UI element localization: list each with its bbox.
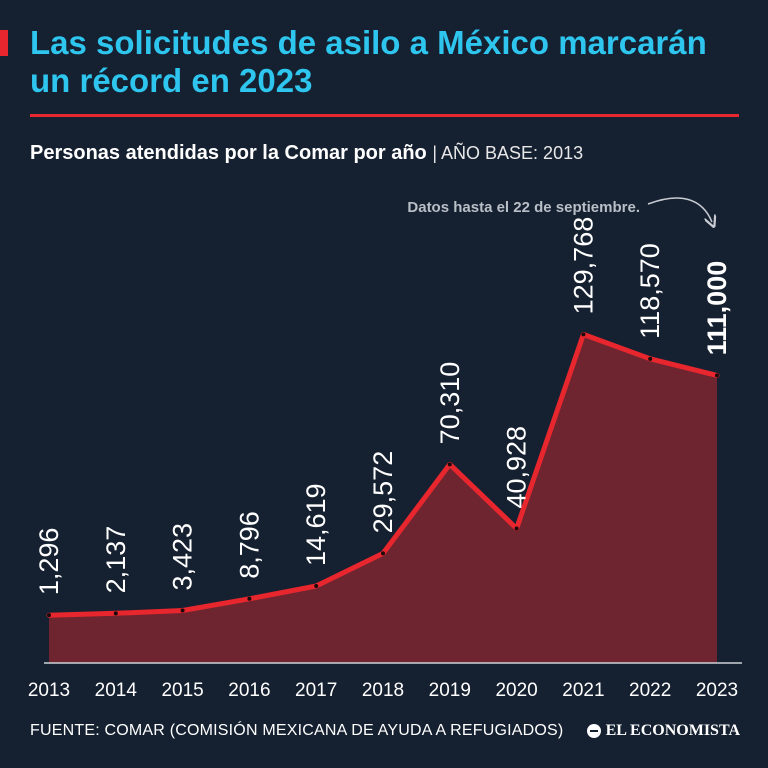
data-label: 70,310 bbox=[435, 362, 465, 445]
brand-icon bbox=[586, 724, 601, 738]
data-labels: 1,296 2,137 3,423 8,796 14,619 29,572 70,310 40… bbox=[34, 217, 732, 595]
data-label: 2,137 bbox=[101, 526, 131, 594]
title-divider bbox=[30, 114, 739, 117]
data-label: 129,768 bbox=[568, 217, 598, 315]
data-point bbox=[113, 611, 118, 616]
x-tick-label: 2015 bbox=[161, 680, 203, 701]
data-point bbox=[648, 356, 653, 361]
data-point bbox=[314, 584, 319, 589]
data-point bbox=[247, 596, 252, 601]
x-tick-label: 2014 bbox=[95, 680, 138, 701]
annotation-text: Datos hasta el 22 de septiembre. bbox=[407, 199, 640, 216]
data-point bbox=[447, 462, 452, 467]
x-tick-labels: 2013 2014 2015 2016 2017 2018 2019 2020 2021 2022… bbox=[28, 680, 738, 701]
x-tick-label: 2019 bbox=[429, 680, 471, 701]
data-point bbox=[47, 613, 51, 618]
data-point bbox=[381, 551, 385, 556]
area-fill bbox=[49, 334, 717, 663]
data-label: 3,423 bbox=[168, 523, 198, 591]
title-accent-bar bbox=[0, 30, 8, 56]
data-point bbox=[715, 373, 719, 378]
data-point bbox=[581, 332, 586, 337]
data-label: 29,572 bbox=[368, 451, 398, 534]
x-tick-label: 2020 bbox=[495, 680, 537, 701]
data-point bbox=[180, 608, 185, 613]
data-points bbox=[47, 332, 719, 618]
annotation-arrow bbox=[647, 197, 712, 222]
data-label: 1,296 bbox=[34, 528, 64, 596]
data-label: 14,619 bbox=[301, 483, 331, 566]
data-label: 40,928 bbox=[502, 426, 532, 509]
subtitle-note: | AÑO BASE: 2013 bbox=[432, 143, 584, 163]
x-tick-label: 2022 bbox=[629, 680, 671, 701]
subtitle-main: Personas atendidas por la Comar por año bbox=[30, 142, 427, 164]
x-tick-label: 2013 bbox=[28, 680, 70, 701]
x-tick-label: 2017 bbox=[295, 680, 337, 701]
data-label: 111,000 bbox=[702, 261, 732, 356]
data-label: 8,796 bbox=[234, 511, 264, 579]
page-title: Las solicitudes de asilo a México marcar… bbox=[30, 24, 707, 99]
data-point bbox=[514, 526, 519, 531]
chart-subtitle: Personas atendidas por la Comar por año … bbox=[30, 140, 750, 166]
brand-logo: EL ECONOMISTA bbox=[586, 722, 740, 740]
brand-name: EL ECONOMISTA bbox=[605, 722, 740, 739]
data-label: 118,570 bbox=[635, 243, 665, 339]
source-note: FUENTE: COMAR (COMISIÓN MEXICANA DE AYUD… bbox=[30, 722, 564, 739]
x-tick-label: 2018 bbox=[362, 680, 404, 701]
x-tick-label: 2016 bbox=[228, 680, 270, 701]
x-tick-label: 2023 bbox=[696, 680, 738, 701]
x-tick-label: 2021 bbox=[562, 680, 604, 701]
